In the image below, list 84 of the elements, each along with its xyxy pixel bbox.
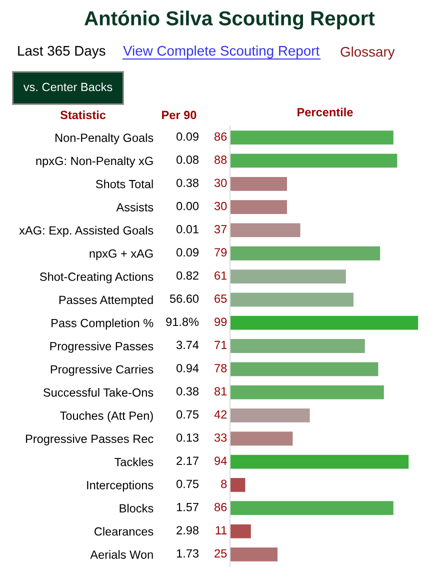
data-label: 33 — [214, 433, 227, 442]
chart-title: António Silva Scouting Report — [84, 10, 375, 30]
data-label: 86 — [214, 502, 227, 512]
bar — [230, 130, 394, 145]
text: 0.01 — [176, 225, 198, 234]
text: 91.8% — [166, 318, 199, 326]
bar — [230, 246, 380, 260]
text: 0.75 — [176, 410, 199, 419]
x-axis-title: Percentile — [298, 108, 353, 116]
y-tick-label: Passes Attempted — [59, 295, 153, 306]
data-label: 81 — [214, 387, 227, 396]
bar — [230, 339, 365, 353]
bar — [230, 270, 346, 284]
data-label: 78 — [214, 364, 227, 372]
text: 0.75 — [176, 480, 199, 488]
y-tick-label: Progressive Carries — [50, 364, 154, 376]
data-label: 71 — [214, 340, 227, 350]
y-tick-label: Tackles — [114, 458, 154, 466]
data-label: 94 — [214, 456, 227, 465]
data-label: 30 — [214, 178, 227, 188]
text: 2.98 — [176, 526, 199, 534]
text: 0.08 — [176, 156, 199, 164]
text: 0.09 — [176, 132, 198, 141]
y-tick-label: Pass Completion % — [52, 318, 154, 330]
bar — [230, 501, 394, 516]
bar — [230, 316, 418, 330]
y-tick-label: Aerials Won — [90, 550, 153, 559]
text: 2.17 — [176, 456, 198, 465]
y-tick-label: Successful Take-Ons — [43, 388, 154, 397]
data-label: 99 — [214, 318, 227, 326]
bar — [230, 223, 300, 238]
y-tick-label: Clearances — [94, 526, 154, 536]
text: 1.73 — [176, 549, 199, 558]
y-tick-label: npxG: Non-Penalty xG — [36, 156, 153, 168]
data-label: 65 — [214, 294, 227, 303]
text: 0.00 — [176, 202, 199, 210]
data-label: 30 — [214, 202, 227, 210]
y-tick-label: Touches (Att Pen) — [60, 411, 153, 422]
y-tick-label: Interceptions — [87, 480, 154, 492]
bar — [230, 524, 251, 538]
bar — [230, 176, 287, 191]
y-tick-label: Progressive Passes Rec — [26, 434, 154, 446]
bar — [230, 292, 354, 307]
text: vs. Center Backs — [23, 82, 112, 92]
bar — [230, 154, 398, 168]
data-label: 11 — [216, 526, 227, 534]
text: 0.09 — [176, 248, 198, 257]
data-label: 61 — [214, 271, 227, 280]
text: Per 90 — [162, 110, 196, 120]
y-tick-label: Shot-Creating Actions — [40, 272, 154, 284]
data-label: 88 — [214, 156, 227, 164]
text: 3.74 — [176, 340, 199, 350]
text: 56.60 — [170, 294, 199, 303]
text: 0.38 — [176, 387, 199, 396]
data-label: 25 — [214, 549, 227, 558]
bar — [230, 432, 293, 446]
y-tick-label: Assists — [116, 202, 154, 212]
text: View Complete Scouting Report — [123, 46, 320, 58]
text: Glossary — [340, 46, 395, 60]
data-label: 37 — [214, 225, 227, 234]
data-label: 8 — [221, 480, 227, 488]
y-tick-label: xAG: Exp. Assisted Goals — [19, 226, 154, 237]
data-label: 42 — [214, 410, 227, 419]
text: 0.94 — [176, 364, 199, 372]
y-tick-label: Blocks — [120, 504, 154, 512]
text: 1.57 — [176, 503, 198, 512]
text: 0.13 — [176, 433, 199, 442]
bar — [230, 385, 384, 400]
bar — [230, 408, 310, 422]
text: 0.38 — [176, 178, 199, 188]
text: Statistic — [60, 110, 106, 120]
bar — [230, 200, 287, 214]
y-tick-label: Progressive Passes — [50, 342, 154, 353]
bar — [230, 454, 409, 469]
y-tick-label: npxG + xAG — [90, 249, 153, 260]
text: Last 365 Days — [18, 46, 106, 58]
y-tick-label: Non-Penalty Goals — [56, 133, 154, 144]
y-tick-label: Shots Total — [96, 180, 153, 188]
bar — [230, 478, 246, 492]
data-label: 79 — [214, 248, 227, 257]
text: 0.82 — [176, 271, 198, 280]
bar — [230, 547, 278, 562]
bar — [230, 362, 378, 376]
data-label: 86 — [214, 132, 227, 141]
